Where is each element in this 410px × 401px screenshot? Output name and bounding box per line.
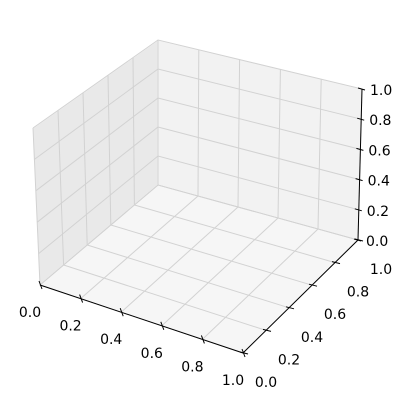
x-axis-line <box>39 284 244 354</box>
z-tick-mark <box>357 117 365 121</box>
z-grid-line <box>36 126 360 223</box>
x-tick-label: 0.8 <box>181 359 203 375</box>
y-axis-line <box>242 239 359 354</box>
z-tick-label: 0.2 <box>367 204 389 220</box>
y-tick-label: 0.4 <box>301 330 323 346</box>
back-pane <box>158 40 362 240</box>
y-tick-label: 0.2 <box>278 352 300 368</box>
x-tick-mark <box>38 280 43 290</box>
left-pane <box>33 40 158 285</box>
z-tick-label: 0.8 <box>369 113 391 129</box>
x-tick-mark <box>160 321 165 330</box>
z-tick-label: 0.4 <box>368 174 390 190</box>
tick-labels: 0.00.20.40.60.81.0 0.00.20.40.60.81.00.00… <box>19 83 392 391</box>
z-grid-line <box>32 39 363 129</box>
y-tick-label: 0.0 <box>255 375 277 391</box>
y-tick-label: 0.6 <box>324 307 346 323</box>
y-tick-mark <box>262 328 272 332</box>
x-tick-label: 1.0 <box>222 373 244 389</box>
z-tick-mark <box>357 87 366 91</box>
z-grid-line <box>34 68 362 160</box>
tick-marks <box>38 87 366 358</box>
x-tick-mark <box>119 308 124 317</box>
axis-lines <box>39 88 363 354</box>
z-grid-line <box>38 155 359 254</box>
y-tick-mark <box>239 351 249 355</box>
z-grid-line <box>35 97 361 192</box>
z-tick-label: 0.6 <box>368 143 390 159</box>
z-axis-line <box>357 88 363 241</box>
z-tick-mark <box>353 238 362 242</box>
x-tick-label: 0.2 <box>59 319 81 335</box>
y-tick-mark <box>285 306 295 310</box>
x-tick-label: 0.4 <box>100 332 122 348</box>
z-tick-label: 0.0 <box>366 234 388 250</box>
x-tick-mark <box>79 294 84 303</box>
y-tick-label: 0.8 <box>347 285 369 301</box>
z-tick-label: 1.0 <box>370 83 392 99</box>
y-tick-mark <box>308 283 318 287</box>
x-tick-mark <box>200 335 205 344</box>
z-tick-mark <box>354 208 362 212</box>
z-grid-line <box>39 184 359 286</box>
x-tick-label: 0.6 <box>141 346 163 362</box>
z-tick-mark <box>355 178 363 182</box>
z-tick-mark <box>356 147 364 151</box>
x-tick-label: 0.0 <box>19 305 41 321</box>
floor-pane <box>40 185 358 353</box>
y-tick-mark <box>331 261 341 265</box>
y-tick-label: 1.0 <box>370 262 392 278</box>
